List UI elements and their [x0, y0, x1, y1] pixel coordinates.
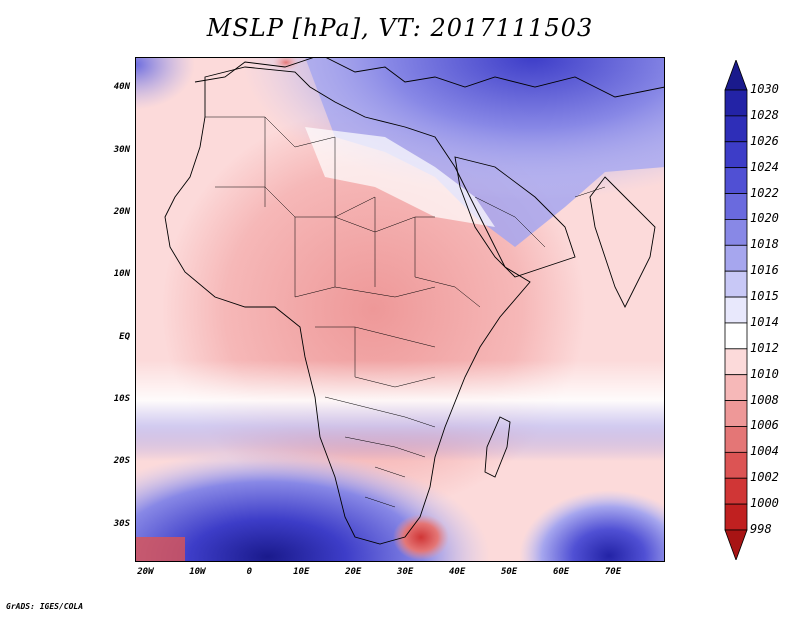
europe-coastline	[194, 57, 665, 98]
lat-label: 10N	[113, 269, 130, 280]
libya-low	[235, 57, 385, 147]
colorbar-label: 1012	[750, 340, 779, 355]
colorbar-box	[724, 400, 748, 427]
colorbar-box	[724, 322, 748, 350]
colorbar-bottom-arrow	[724, 529, 748, 560]
colorbar-label: 1018	[750, 237, 779, 252]
lon-label: 30E	[397, 567, 414, 577]
lat-label: 10S	[113, 393, 130, 404]
colorbar-label: 1024	[750, 159, 779, 174]
lon-label: 10W	[189, 567, 206, 577]
country-borders	[205, 116, 606, 508]
lat-label: 20N	[113, 206, 130, 217]
map-frame	[135, 57, 665, 562]
sw-corner-low	[135, 537, 185, 562]
colorbar-box	[724, 348, 748, 376]
colorbar-label: 1028	[750, 107, 779, 122]
colorbar-box	[724, 451, 748, 479]
colorbar-label: 1008	[750, 392, 779, 407]
colorbar-box	[724, 477, 748, 505]
lat-label: 30N	[113, 144, 130, 155]
colorbar-label: 1026	[750, 133, 779, 148]
colorbar-box	[724, 503, 748, 531]
lon-label: 50E	[500, 567, 518, 577]
colorbar-label: 1020	[750, 211, 779, 226]
colorbar-label: 1002	[750, 470, 779, 485]
colorbar-label: 1006	[750, 418, 779, 433]
colorbar-label: 1022	[750, 185, 779, 200]
sahara-transition	[305, 127, 495, 227]
colorbar-top-arrow	[724, 60, 748, 91]
southern-africa-low	[315, 397, 515, 562]
colorbar-box	[724, 244, 748, 272]
lon-label: 10E	[293, 567, 310, 577]
africa-coastline	[164, 66, 531, 545]
colorbar-box	[724, 89, 748, 117]
grads-credit: GrADS: IGES/COLA	[6, 602, 84, 611]
lon-label: 20W	[137, 567, 154, 577]
colorbar-label: 1016	[750, 263, 779, 278]
lon-label: 60E	[552, 567, 570, 577]
colorbar-box	[724, 167, 748, 194]
colorbar-label: 1004	[750, 444, 779, 459]
lat-label: EQ	[119, 331, 130, 342]
coastlines	[164, 57, 665, 545]
lon-label: 70E	[604, 567, 622, 577]
colorbar-label: 1014	[750, 314, 779, 329]
colorbar-box	[724, 374, 748, 401]
colorbar-box	[724, 270, 748, 298]
lon-label: 0	[246, 567, 253, 577]
colorbar-box	[724, 193, 748, 220]
colorbar-label: 1015	[750, 289, 779, 304]
colorbar-box	[724, 141, 748, 169]
colorbar-label: 1030	[750, 82, 779, 96]
lon-label: 20E	[345, 567, 362, 577]
lat-label: 30S	[113, 518, 130, 529]
colorbar-box	[724, 115, 748, 143]
india-coastline	[589, 176, 656, 309]
map-title: MSLP [hPa], VT: 2017111503	[206, 14, 594, 42]
lat-label: 40N	[113, 82, 130, 93]
lon-label: 40E	[449, 567, 466, 577]
colorbar-box	[724, 219, 748, 246]
arabia-coastline	[454, 156, 576, 278]
lat-label: 20S	[113, 456, 130, 467]
mslp-map	[135, 57, 665, 562]
colorbar-box	[724, 426, 748, 453]
colorbar-label: 1010	[750, 366, 779, 381]
colorbar-box	[724, 296, 748, 324]
colorbar-label: 1000	[750, 496, 779, 511]
colorbar-label: 998	[750, 522, 772, 536]
colorbar	[724, 60, 748, 560]
madagascar-coastline	[484, 416, 511, 478]
